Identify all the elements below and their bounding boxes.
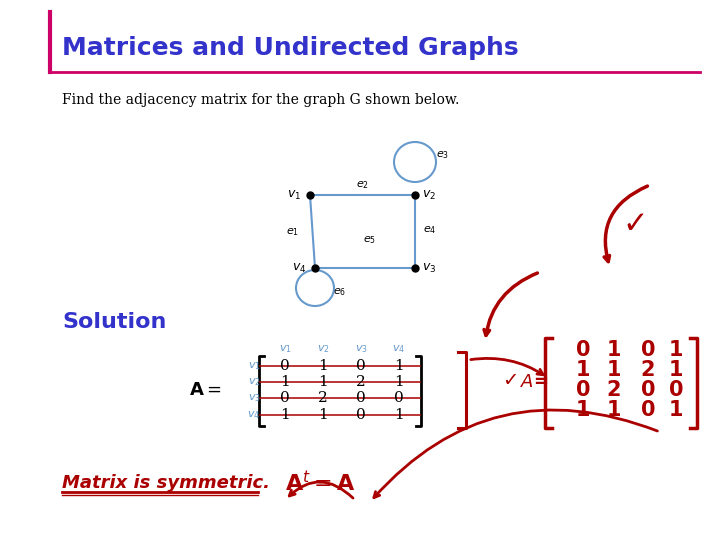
- Text: $\checkmark$: $\checkmark$: [503, 368, 518, 388]
- Text: 0: 0: [280, 359, 290, 373]
- Text: 1: 1: [607, 360, 621, 380]
- Text: 1: 1: [280, 375, 290, 389]
- Text: Solution: Solution: [62, 312, 166, 332]
- Text: $A$=: $A$=: [520, 373, 548, 391]
- Text: $v_4$: $v_4$: [392, 343, 405, 355]
- Text: $v_2$: $v_2$: [317, 343, 329, 355]
- Text: 1: 1: [576, 400, 590, 420]
- Text: $e_3$: $e_3$: [436, 149, 449, 161]
- Text: $\mathbf{A} =$: $\mathbf{A} =$: [189, 381, 221, 399]
- Text: Matrices and Undirected Graphs: Matrices and Undirected Graphs: [62, 36, 518, 60]
- Text: 0: 0: [576, 340, 590, 360]
- Text: $e_2$: $e_2$: [356, 179, 369, 191]
- Text: 0: 0: [641, 340, 655, 360]
- Text: $v_2$: $v_2$: [248, 376, 261, 388]
- Text: 1: 1: [394, 375, 404, 389]
- Text: $v_1$: $v_1$: [279, 343, 292, 355]
- Text: $\mathbf{A}^t = \mathbf{A}$: $\mathbf{A}^t = \mathbf{A}$: [284, 470, 355, 496]
- Text: ✓: ✓: [622, 211, 648, 240]
- Text: 1: 1: [576, 360, 590, 380]
- Text: 2: 2: [607, 380, 621, 400]
- Text: 0: 0: [280, 391, 290, 405]
- Text: 1: 1: [607, 400, 621, 420]
- Text: Matrix is symmetric.: Matrix is symmetric.: [62, 474, 270, 492]
- Text: 1: 1: [607, 340, 621, 360]
- Text: $v_3$: $v_3$: [354, 343, 367, 355]
- Text: $e_1$: $e_1$: [287, 226, 300, 238]
- Text: 0: 0: [669, 380, 683, 400]
- Text: 1: 1: [318, 359, 328, 373]
- Text: 2: 2: [318, 391, 328, 405]
- Text: 1: 1: [669, 400, 683, 420]
- Text: 1: 1: [669, 360, 683, 380]
- Text: $v_3$: $v_3$: [248, 392, 261, 404]
- Text: Find the adjacency matrix for the graph G shown below.: Find the adjacency matrix for the graph …: [62, 93, 459, 107]
- Text: 1: 1: [394, 408, 404, 422]
- Text: $v_4$: $v_4$: [292, 261, 306, 274]
- Text: 0: 0: [356, 408, 366, 422]
- Text: 2: 2: [641, 360, 655, 380]
- Text: 0: 0: [356, 391, 366, 405]
- Text: $e_6$: $e_6$: [333, 286, 346, 298]
- Text: $e_5$: $e_5$: [364, 234, 377, 246]
- Text: $v_2$: $v_2$: [422, 188, 436, 201]
- Text: 0: 0: [641, 380, 655, 400]
- Text: $v_4$: $v_4$: [248, 409, 261, 421]
- Text: 0: 0: [394, 391, 404, 405]
- Text: $v_3$: $v_3$: [422, 261, 436, 274]
- Text: 1: 1: [280, 408, 290, 422]
- Text: 0: 0: [356, 359, 366, 373]
- Text: 1: 1: [669, 340, 683, 360]
- Text: 1: 1: [394, 359, 404, 373]
- Text: $v_1$: $v_1$: [287, 188, 301, 201]
- Text: 1: 1: [318, 375, 328, 389]
- Text: 0: 0: [641, 400, 655, 420]
- Text: $v_1$: $v_1$: [248, 360, 261, 372]
- Text: 0: 0: [576, 380, 590, 400]
- Text: 1: 1: [318, 408, 328, 422]
- Text: $e_4$: $e_4$: [423, 224, 437, 236]
- Text: 2: 2: [356, 375, 366, 389]
